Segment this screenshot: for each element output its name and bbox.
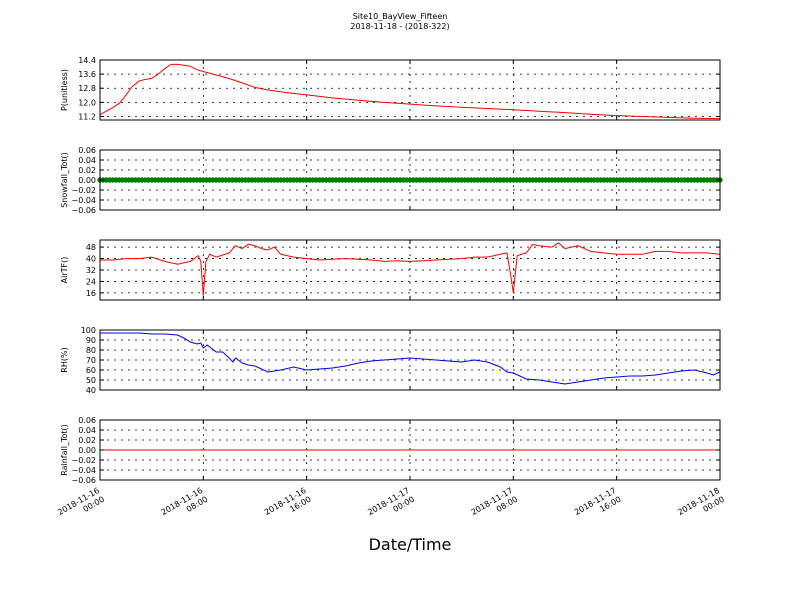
snowfall-ytick-label-3: 0.00	[78, 176, 96, 185]
p-ytick-label-3: 13.6	[78, 70, 96, 79]
rh-ytick-label-6: 100	[81, 326, 96, 335]
x-tick-label-5: 2018-11-1716:00	[573, 486, 623, 526]
airtf-ytick-label-1: 24	[86, 277, 96, 286]
rh-series-line-0	[100, 332, 721, 385]
x-tick-label-0: 2018-11-1600:00	[56, 486, 106, 526]
x-tick-label-3: 2018-11-1700:00	[366, 486, 416, 526]
rainfall-ytick-label-1: −0.04	[71, 466, 96, 475]
p-ytick-label-1: 12.0	[78, 98, 96, 107]
panel-airtf: 16 24 32 40 48 AirTF()	[60, 239, 721, 301]
x-tick-label-4: 2018-11-1708:00	[470, 486, 520, 526]
rh-ytick-label-5: 90	[86, 336, 96, 345]
rainfall-y-axis-label: Rainfall_Tot()	[60, 424, 69, 476]
p-series-line-0	[99, 63, 721, 120]
rh-ytick-label-0: 40	[86, 386, 96, 395]
airtf-y-axis-label: AirTF()	[60, 257, 69, 284]
rh-ytick-label-1: 50	[86, 376, 96, 385]
panel-p: 11.2 12.0 12.8 13.6 14.4 P(unitless)	[60, 56, 721, 121]
snowfall-ytick-label-4: 0.02	[78, 166, 96, 175]
airtf-ytick-label-4: 48	[86, 243, 96, 252]
panel-snowfall: −0.06−0.04−0.020.000.020.040.06 Snowfall_…	[60, 146, 723, 215]
rh-ytick-label-3: 70	[86, 356, 96, 365]
rainfall-ytick-label-5: 0.04	[78, 426, 96, 435]
snowfall-ytick-label-2: −0.02	[71, 186, 96, 195]
airtf-ytick-label-0: 16	[86, 289, 96, 298]
snowfall-ytick-label-5: 0.04	[78, 156, 96, 165]
p-ytick-label-4: 14.4	[78, 56, 96, 65]
rainfall-ytick-label-4: 0.02	[78, 436, 96, 445]
rh-ytick-label-2: 60	[86, 366, 96, 375]
x-tick-label-1: 2018-11-1608:00	[160, 486, 210, 526]
panel-rainfall: −0.06−0.04−0.020.000.020.040.06 Rainfall_…	[60, 416, 721, 485]
rainfall-ytick-label-2: −0.02	[71, 456, 96, 465]
p-ytick-label-2: 12.8	[78, 84, 96, 93]
p-ytick-label-0: 11.2	[78, 112, 96, 121]
airtf-ytick-label-2: 32	[86, 266, 96, 275]
x-axis-label: Date/Time	[369, 535, 452, 554]
snowfall-ytick-label-1: −0.04	[71, 196, 96, 205]
p-y-axis-label: P(unitless)	[60, 69, 69, 111]
snowfall-ytick-label-6: 0.06	[78, 146, 96, 155]
rh-ytick-label-4: 80	[86, 346, 96, 355]
rh-y-axis-label: RH(%)	[60, 347, 69, 372]
rainfall-ytick-label-6: 0.06	[78, 416, 96, 425]
snowfall-ytick-label-0: −0.06	[71, 206, 96, 215]
rainfall-ytick-label-3: 0.00	[78, 446, 96, 455]
figure-title-line2: 2018-11-18 - (2018-322)	[350, 22, 449, 31]
airtf-series-line-0	[100, 242, 721, 296]
rainfall-ytick-label-0: −0.06	[71, 476, 96, 485]
x-tick-label-6: 2018-11-1800:00	[676, 486, 726, 526]
chart-panels: 11.212.012.813.614.4P(unitless)−0.06−0.0…	[60, 56, 723, 485]
x-tick-label-2: 2018-11-1616:00	[263, 486, 313, 526]
snowfall-y-axis-label: Snowfall_Tot()	[60, 152, 69, 208]
figure-title-line1: Site10_BayView_Fifteen	[353, 12, 448, 21]
airtf-ytick-label-3: 40	[86, 255, 96, 264]
x-axis-tick-labels: 2018-11-1600:00 2018-11-1608:00 2018-11-16…	[56, 486, 726, 526]
